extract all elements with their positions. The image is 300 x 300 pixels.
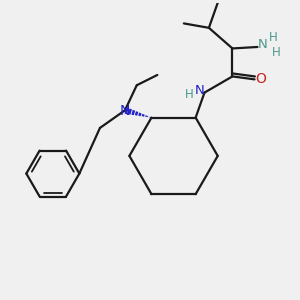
Text: N: N	[195, 84, 205, 97]
Text: N: N	[120, 104, 130, 118]
Text: H: H	[272, 46, 280, 59]
Text: H: H	[269, 31, 278, 44]
Text: O: O	[256, 72, 266, 86]
Text: H: H	[185, 88, 194, 100]
Text: N: N	[258, 38, 267, 50]
